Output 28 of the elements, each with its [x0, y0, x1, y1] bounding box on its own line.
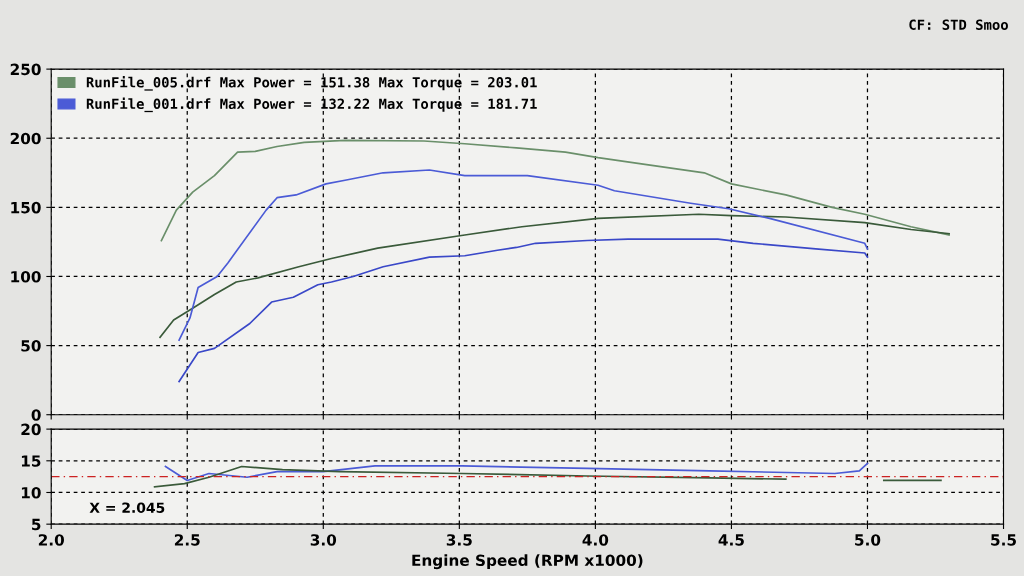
text: CF: STD Smoo [909, 19, 1008, 30]
line-series [160, 139, 950, 242]
y-tick-label: 50 [21, 340, 41, 352]
x-axis-title: Engine Speed (RPM x1000) [412, 554, 643, 570]
x-tick-label: 2.5 [174, 534, 200, 546]
y-tick-label: 100 [11, 270, 41, 283]
y-tick-label: 250 [10, 63, 41, 76]
line-series [159, 213, 950, 339]
y-tick-label: 5 [32, 518, 41, 531]
line-series [164, 462, 869, 482]
line-series [178, 169, 869, 341]
y-tick-label: 150 [11, 201, 41, 214]
y-tick-label: 200 [10, 132, 41, 145]
x-tick-label: 4.5 [718, 534, 744, 546]
legend-label: RunFile_005.drf Max Power = 151.38 Max Torque = 203.01 [86, 76, 537, 91]
legend-label: RunFile_001.drf Max Power = 132.22 Max Torque = 181.71 [86, 97, 537, 113]
y-tick-label: 15 [21, 455, 41, 467]
x-tick-label: 3.5 [446, 534, 472, 546]
y-tick-label: 20 [21, 423, 41, 436]
x-tick-label: 2.0 [38, 534, 64, 546]
annotation: X = 2.045 [89, 502, 165, 513]
x-tick-label: 5.5 [991, 534, 1016, 546]
line-series [178, 238, 869, 383]
x-tick-label: 4.0 [582, 534, 609, 546]
y-tick-label: 0 [31, 409, 41, 421]
y-tick-label: 10 [21, 486, 41, 499]
x-tick-label: 3.0 [310, 534, 337, 546]
x-tick-label: 5.0 [855, 534, 881, 546]
